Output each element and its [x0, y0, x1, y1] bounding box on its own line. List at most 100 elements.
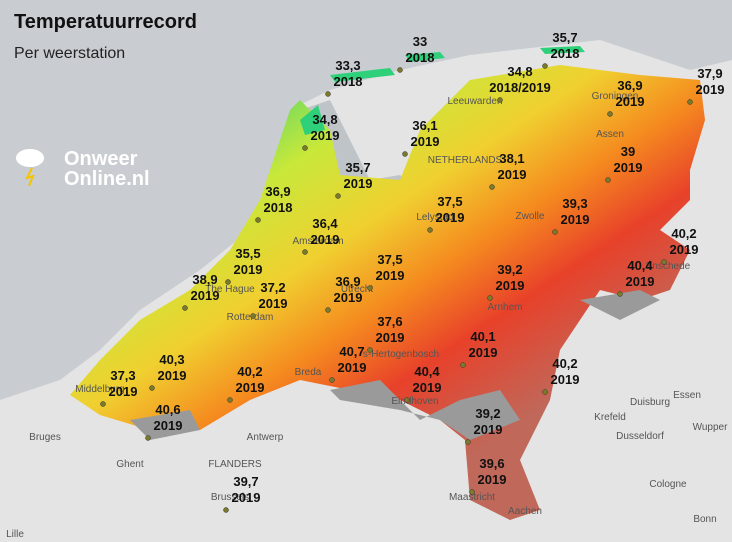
station-dot	[607, 111, 613, 117]
station-value: 40,3	[159, 352, 184, 367]
station-year: 2018	[551, 46, 580, 61]
station-dot	[460, 362, 466, 368]
place-label: Breda	[295, 367, 322, 378]
logo-cloud	[16, 149, 44, 167]
station-year: 2019	[614, 160, 643, 175]
station-value: 39,6	[479, 456, 504, 471]
station-value: 40,2	[237, 364, 262, 379]
station-year: 2019	[234, 262, 263, 277]
station-dot	[687, 99, 693, 105]
sea	[0, 0, 732, 400]
station-year: 2019	[474, 422, 503, 437]
logo: Onweer Online.nl	[16, 148, 150, 190]
station-value: 37,5	[377, 252, 402, 267]
station-value: 40,7	[339, 344, 364, 359]
station-year: 2019	[551, 372, 580, 387]
station-value: 39,7	[233, 474, 258, 489]
place-label: Rotterdam	[227, 312, 274, 323]
title: Temperatuurrecord	[14, 11, 197, 33]
station-value: 36,9	[265, 184, 290, 199]
station-dot	[227, 397, 233, 403]
station-dot	[223, 507, 229, 513]
station-year: 2018	[334, 74, 363, 89]
place-label: Groningen	[592, 91, 639, 102]
station-dot	[542, 63, 548, 69]
station-value: 35,5	[235, 246, 260, 261]
station-dot	[617, 291, 623, 297]
station-dot	[325, 307, 331, 313]
station-year: 2019	[338, 360, 367, 375]
place-label: Eindhoven	[391, 396, 438, 407]
station-year: 2019	[626, 274, 655, 289]
station-value: 37,5	[437, 194, 462, 209]
place-label: Bonn	[693, 514, 716, 525]
station-dot	[325, 91, 331, 97]
station-year: 2019	[498, 167, 527, 182]
station-dot	[182, 305, 188, 311]
place-label: Brussels	[211, 492, 249, 503]
gray-area	[130, 290, 660, 440]
station-dot	[335, 193, 341, 199]
station-value: 37,9	[697, 66, 722, 81]
station-dot	[250, 313, 256, 319]
place-label: Cologne	[649, 479, 687, 490]
place-label: Wupper	[693, 422, 729, 433]
station-value: 36,1	[412, 118, 437, 133]
station-year: 2019	[561, 212, 590, 227]
place-label: Essen	[673, 390, 701, 401]
station-dot	[427, 227, 433, 233]
station-year: 2018/2019	[489, 80, 550, 95]
station-value: 40,2	[671, 226, 696, 241]
place-label: Arnhem	[487, 302, 522, 313]
station-year: 2019	[436, 210, 465, 225]
station-year: 2019	[411, 134, 440, 149]
station-dot	[367, 347, 373, 353]
station-value: 38,1	[499, 151, 524, 166]
logo-text: Online.nl	[64, 168, 150, 190]
place-label: Antwerp	[247, 432, 284, 443]
station-value: 40,1	[470, 329, 495, 344]
station-dot	[661, 259, 667, 265]
station-year: 2018	[264, 200, 293, 215]
place-label: Middelburg	[75, 384, 124, 395]
netherlands	[70, 65, 705, 520]
station-value: 40,2	[552, 356, 577, 371]
station-year: 2019	[376, 330, 405, 345]
subtitle: Per weerstation	[14, 45, 125, 62]
station-value: 33,3	[335, 58, 360, 73]
station-dot	[489, 184, 495, 190]
place-label: Maastricht	[449, 492, 495, 503]
place-label: Krefeld	[594, 412, 626, 423]
place-label: Leeuwarden	[447, 96, 502, 107]
station-dot	[149, 385, 155, 391]
place-label: Aachen	[508, 506, 542, 517]
station-year: 2019	[334, 290, 363, 305]
station-value: 34,8	[507, 64, 532, 79]
station-value: 39,2	[497, 262, 522, 277]
station-dot	[605, 177, 611, 183]
station-dot	[302, 249, 308, 255]
place-label: FLANDERS	[208, 459, 262, 470]
station-dot	[552, 229, 558, 235]
station-value: 35,7	[345, 160, 370, 175]
station-dot	[469, 489, 475, 495]
place-label: Lille	[6, 529, 24, 540]
station-value: 40,6	[155, 402, 180, 417]
station-year: 2019	[696, 82, 725, 97]
place-label: Assen	[596, 129, 624, 140]
station-value: 34,8	[312, 112, 337, 127]
station-year: 2019	[311, 128, 340, 143]
station-value: 36,9	[335, 274, 360, 289]
station-year: 2019	[496, 278, 525, 293]
place-label: Amsterdam	[292, 236, 343, 247]
station-value: 38,9	[192, 272, 217, 287]
station-year: 2019	[191, 288, 220, 303]
station-value: 37,6	[377, 314, 402, 329]
station-year: 2019	[670, 242, 699, 257]
station-value: 39,3	[562, 196, 587, 211]
place-label: Dusseldorf	[616, 431, 664, 442]
station-value: 37,3	[110, 368, 135, 383]
place-label: The Hague	[205, 284, 255, 295]
place-label: NETHERLANDS	[428, 155, 503, 166]
